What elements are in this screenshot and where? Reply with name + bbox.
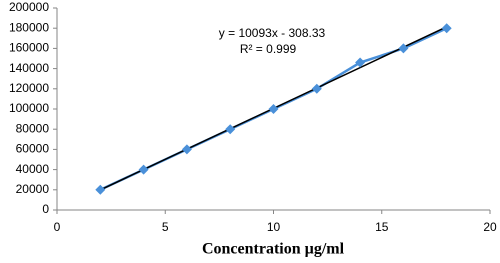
y-tick-label: 20000	[16, 182, 50, 196]
y-tick-label: 120000	[9, 81, 49, 95]
r-squared: R² = 0.999	[240, 42, 297, 56]
x-axis-title: Concentration µg/ml	[202, 241, 345, 258]
y-tick-label: 140000	[9, 61, 49, 75]
marker	[95, 184, 106, 195]
marker	[138, 164, 149, 175]
marker	[225, 124, 236, 135]
marker	[441, 23, 452, 34]
y-tick-label: 60000	[16, 142, 50, 156]
marker	[355, 57, 366, 68]
marker	[398, 43, 409, 54]
y-tick-label: 40000	[16, 162, 50, 176]
x-tick-label: 15	[375, 220, 389, 234]
x-tick-label: 5	[162, 220, 169, 234]
y-tick-label: 200000	[9, 0, 49, 14]
marker	[311, 83, 322, 94]
marker	[268, 104, 279, 114]
y-tick-label: 80000	[16, 121, 50, 135]
trendline-equation: y = 10093x - 308.33	[219, 26, 326, 40]
y-tick-label: 180000	[9, 20, 49, 34]
x-tick-label: 10	[267, 220, 281, 234]
y-tick-label: 160000	[9, 41, 49, 55]
x-tick-label: 0	[54, 220, 61, 234]
y-tick-label: 100000	[9, 101, 49, 115]
x-tick-label: 20	[483, 220, 497, 234]
y-tick-label: 0	[42, 202, 49, 216]
marker	[181, 144, 192, 155]
